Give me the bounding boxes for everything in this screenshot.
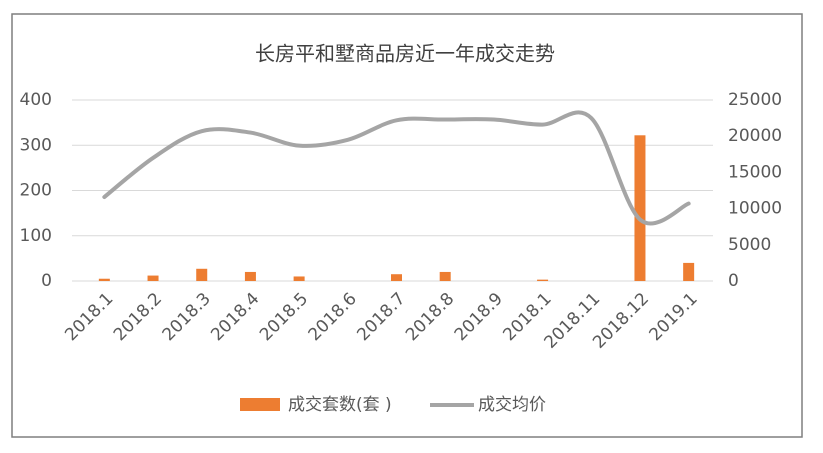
y-tick-label: 400 — [20, 90, 52, 110]
bar — [634, 135, 646, 281]
line — [102, 110, 691, 226]
bar — [147, 275, 159, 281]
y-tick-label: 0 — [41, 271, 52, 291]
bar — [683, 262, 695, 281]
legend-label: 成交均价 — [478, 395, 546, 415]
y-tick-label: 200 — [20, 181, 52, 201]
y-tick-label: 100 — [20, 226, 52, 246]
y-tick-label: 300 — [20, 135, 52, 155]
y2-tick-label: 5000 — [728, 235, 771, 255]
bar — [98, 278, 110, 281]
y2-tick-label: 25000 — [728, 90, 782, 110]
bar — [293, 276, 305, 281]
chart-frame — [11, 13, 803, 438]
y2-tick-label: 0 — [728, 271, 739, 291]
y2-tick-label: 10000 — [728, 199, 782, 219]
y2-tick-label: 20000 — [728, 126, 782, 146]
bar — [537, 279, 549, 281]
legend-swatch — [240, 398, 280, 411]
y2-tick-label: 15000 — [728, 162, 782, 182]
legend-label: 成交套数(套 ) — [288, 395, 392, 415]
bar — [391, 274, 402, 281]
bar — [196, 268, 208, 281]
bar — [439, 271, 451, 281]
bar — [244, 271, 256, 281]
chart-title: 长房平和墅商品房近一年成交走势 — [255, 42, 555, 66]
